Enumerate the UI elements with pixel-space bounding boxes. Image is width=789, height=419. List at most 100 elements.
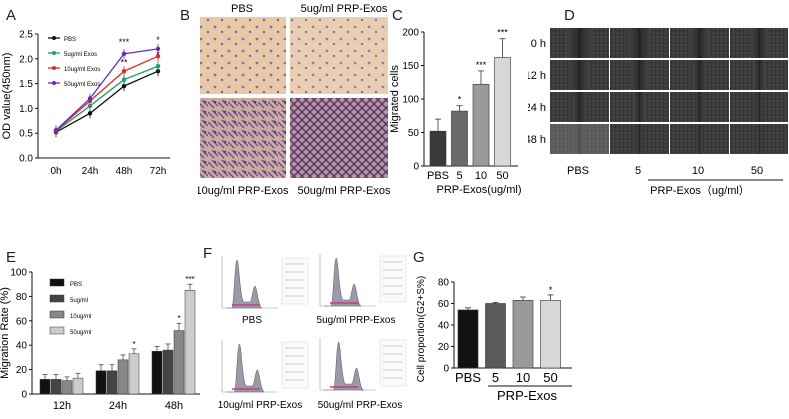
panel-label-d: D xyxy=(564,7,575,24)
chart-g-xtick-2: 10 xyxy=(516,370,530,385)
chart-e-legend-swatch-1 xyxy=(49,294,65,303)
panel-f-label-pbs: PBS xyxy=(242,315,262,326)
scratch-gap-1-2 xyxy=(692,60,707,90)
panel-d-row-label-0: 0 h xyxy=(531,38,546,50)
chart-e-bar-0-1 xyxy=(50,379,62,395)
chart-e-bar-0-2 xyxy=(61,380,73,395)
chart-g-bar-0 xyxy=(457,309,479,369)
chart-e-bar-1-2 xyxy=(117,359,129,395)
chart-e-sig-2-2: * xyxy=(177,314,180,323)
histogram-stats-box-3 xyxy=(379,339,407,387)
chart-a-xtick-2: 48h xyxy=(116,166,133,177)
panel-d-col-10: 10 xyxy=(692,165,704,177)
chart-c-xtick-0: PBS xyxy=(427,170,449,182)
panel-d-grid: 0 h 12 h 24 h 48 h PBS 5 10 50 PRP-Exos（ug/… xyxy=(525,28,789,200)
chart-g-ylabel: Cell proportion(G2+S%) xyxy=(416,276,427,382)
chart-a-xtick-3: 72h xyxy=(150,166,167,177)
scratch-gap-2-1 xyxy=(634,92,645,122)
panel-b-label-5: 5ug/ml PRP-Exos xyxy=(301,3,388,15)
chart-a-point-3-0 xyxy=(53,128,59,133)
chart-e-bar-1-1 xyxy=(106,370,118,395)
chart-a-legend-label-0: PBS xyxy=(64,37,76,43)
chart-a-ytick-label-3: 1.5 xyxy=(19,79,33,90)
scratch-gap-0-1 xyxy=(628,28,651,58)
chart-c-sig-1: * xyxy=(458,95,462,105)
chart-g-xlabel: PRP-Exos xyxy=(497,388,557,403)
chart-g-ytick-label-2: 40 xyxy=(438,321,450,332)
chart-c-ylabel: Migrated cells xyxy=(390,65,401,133)
chart-e-sig-1-3: * xyxy=(132,340,135,349)
chart-g-ytick-label-4: 80 xyxy=(438,278,450,289)
histogram-stats-box-0 xyxy=(281,257,309,305)
scratch-gap-3-0 xyxy=(575,124,584,154)
chart-a-legend-marker-2 xyxy=(52,66,56,70)
panel-b-label-pbs: PBS xyxy=(231,3,253,15)
scratch-gap-2-2 xyxy=(695,92,704,122)
chart-g-bar-2 xyxy=(512,299,534,369)
chart-a-ytick-label-2: 1.0 xyxy=(19,104,33,115)
micrograph-10ug xyxy=(200,98,286,178)
chart-g-xtick-1: 5 xyxy=(492,370,499,385)
panel-label-e: E xyxy=(6,249,16,266)
chart-e-ylabel: Migration Rate (%) xyxy=(0,287,11,379)
panel-d-svg: 0 h 12 h 24 h 48 h PBS 5 10 50 PRP-Exos（ug/… xyxy=(525,28,789,197)
chart-a-xtick-0: 0h xyxy=(50,166,61,177)
chart-e-bar-1-0 xyxy=(95,370,107,395)
panel-label-f: F xyxy=(203,245,212,262)
chart-e-legend-label-3: 50ug/ml xyxy=(70,330,91,336)
chart-e-legend-swatch-0 xyxy=(49,278,65,287)
chart-c-xtick-1: 5 xyxy=(456,170,462,182)
scratch-gap-0-2 xyxy=(689,28,710,58)
chart-a-line: 0.0 0.5 1.0 1.5 2.0 2.5 0h 24h 48h 72h OD value(45… xyxy=(1,30,170,177)
chart-e-sig-2-3: *** xyxy=(185,275,194,284)
chart-g-ytick-label-0: 0 xyxy=(443,364,449,375)
chart-c-bar-2 xyxy=(472,83,490,167)
scratch-gap-1-3 xyxy=(754,60,765,90)
chart-e-ytick-label-5: 100 xyxy=(10,268,27,279)
panel-f-label-10: 10ug/ml PRP-Exos xyxy=(218,400,302,411)
chart-c-sig-3: *** xyxy=(497,28,508,38)
micrograph-5ug xyxy=(290,17,388,94)
chart-c-bar: 0 50 100 150 200 Migrated cells PBS * 5 *** 10 *** 5… xyxy=(390,28,521,197)
chart-a-point-1-2 xyxy=(121,77,127,82)
chart-c-sig-2: *** xyxy=(476,60,487,70)
chart-a-point-2-2 xyxy=(121,69,127,74)
panel-b-svg: PBS 5ug/ml PRP-Exos 10ug/ml PRP-Exos 50u… xyxy=(196,3,391,197)
chart-c-bar-3 xyxy=(494,57,511,167)
chart-a-point-2-3 xyxy=(155,54,161,59)
chart-c-ytick-label-0: 0 xyxy=(413,162,419,173)
chart-a-sig-1: ** xyxy=(120,58,128,68)
chart-a-legend-marker-1 xyxy=(52,51,56,55)
panel-d-xlabel: PRP-Exos（ug/ml） xyxy=(650,184,750,197)
chart-a-sig-0: *** xyxy=(119,37,130,47)
chart-e-bar-2-2 xyxy=(173,330,185,395)
chart-g-xtick-0: PBS xyxy=(455,370,481,385)
panel-label-b: B xyxy=(180,7,190,24)
panel-f-histograms: PBS 5ug/ml PRP-Exos 10ug/ml PRP-Exos 50u… xyxy=(212,250,408,414)
chart-a-point-1-3 xyxy=(155,64,161,69)
chart-a-legend-marker-3 xyxy=(52,81,56,85)
chart-a-point-3-2 xyxy=(121,51,127,57)
histogram-stats-box-2 xyxy=(281,341,309,389)
chart-e-ytick-label-0: 0 xyxy=(21,390,27,401)
chart-e-bar-0-3 xyxy=(72,377,84,395)
chart-e-ytick-label-2: 40 xyxy=(16,341,28,352)
chart-c-ytick-label-4: 200 xyxy=(402,28,419,39)
chart-e-bar-2-0 xyxy=(151,351,163,395)
chart-e-legend-label-2: 10ug/ml xyxy=(70,314,91,320)
chart-a-point-0-2 xyxy=(121,83,127,89)
scratch-gap-3-1 xyxy=(637,124,642,154)
chart-e-legend-label-1: 5ug/ml xyxy=(70,298,88,304)
panel-f-label-5: 5ug/ml PRP-Exos xyxy=(317,315,396,326)
chart-a-ytick-label-0: 0.0 xyxy=(19,154,33,165)
panel-d-col-50: 50 xyxy=(751,165,763,177)
micrograph-50ug xyxy=(290,98,388,178)
histogram-0 xyxy=(226,259,263,309)
panel-b-images: PBS 5ug/ml PRP-Exos 10ug/ml PRP-Exos 50u… xyxy=(196,0,391,200)
panel-d-row-label-1: 12 h xyxy=(528,70,546,82)
chart-c-ytick-label-2: 100 xyxy=(402,95,419,106)
panel-d-col-pbs: PBS xyxy=(567,165,589,177)
chart-e-legend-label-0: PBS xyxy=(70,282,82,288)
